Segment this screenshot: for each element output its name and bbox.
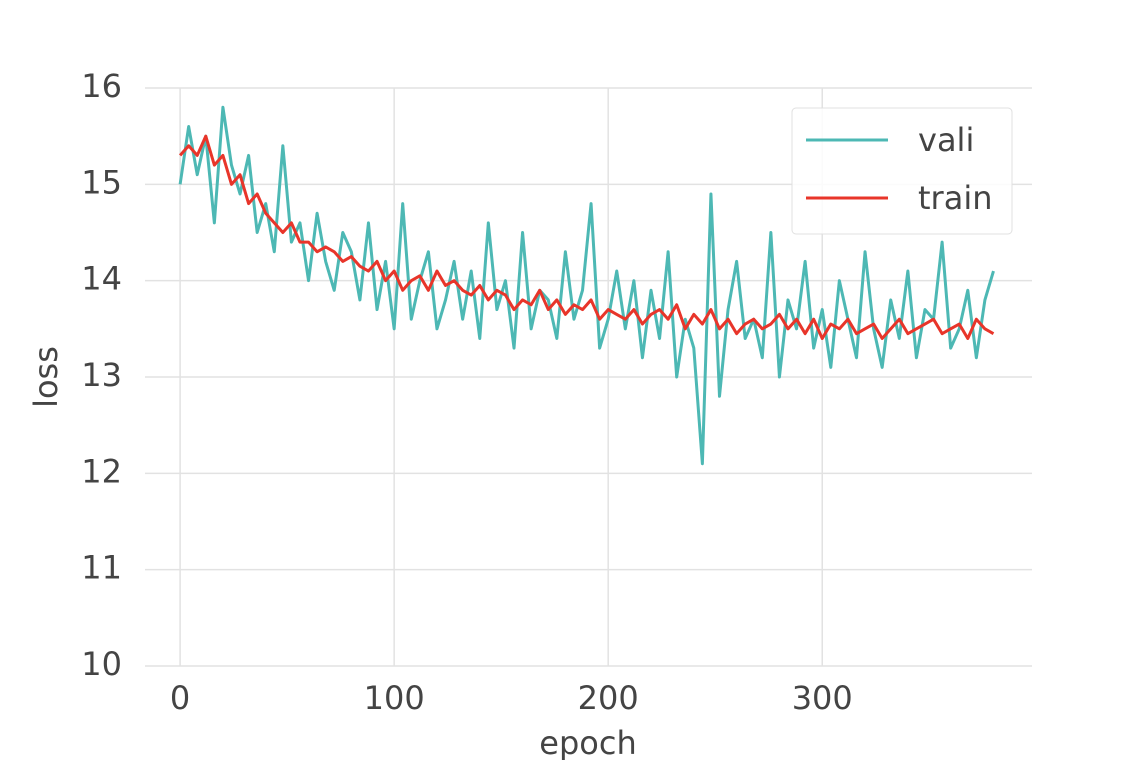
y-tick-label: 14 (81, 260, 122, 298)
y-tick-label: 15 (81, 163, 122, 201)
x-axis-label: epoch (539, 724, 636, 760)
legend-label: train (918, 179, 992, 217)
line-series (178, 105, 995, 466)
x-tick-label: 200 (578, 679, 639, 717)
y-tick-label: 16 (81, 67, 122, 105)
y-tick-label: 11 (81, 549, 122, 587)
y-tick-label: 13 (81, 356, 122, 394)
x-tick-label: 300 (792, 679, 853, 717)
y-tick-label: 12 (81, 452, 122, 490)
line-series (178, 134, 995, 340)
y-tick-label: 10 (81, 645, 122, 683)
y-axis-label: loss (27, 346, 65, 408)
x-tick-label: 0 (170, 679, 190, 717)
x-tick-label: 100 (364, 679, 425, 717)
legend-label: vali (918, 121, 974, 159)
legend: vali train (791, 107, 1013, 235)
